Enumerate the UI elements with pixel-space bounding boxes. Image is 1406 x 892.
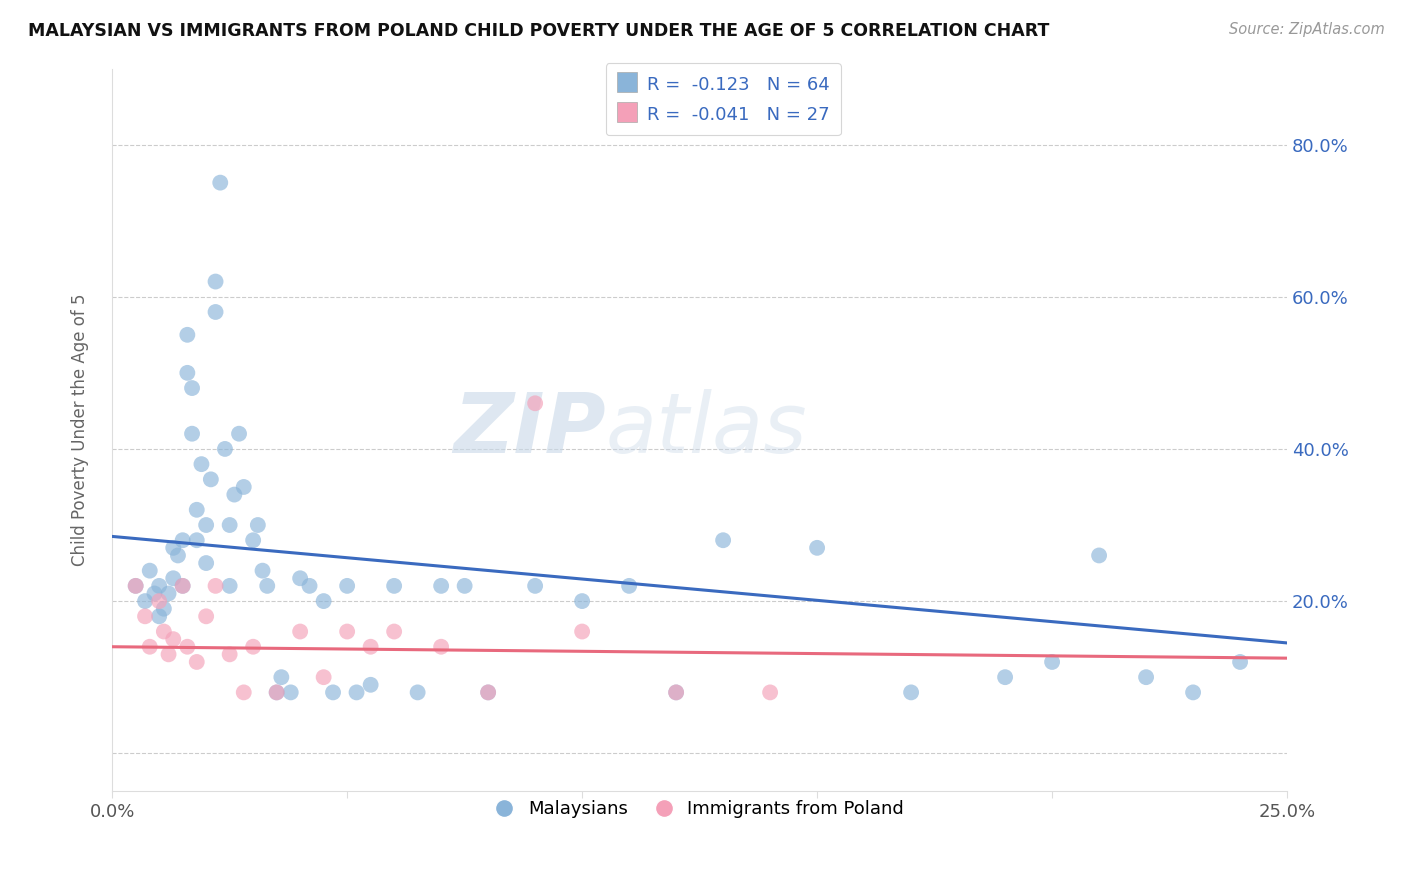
Point [167,549,190,563]
Point [322,685,344,699]
Point [242,640,264,654]
Point [176,640,198,654]
Point [181,381,204,395]
Point [162,632,184,647]
Point [246,518,269,533]
Point [162,571,184,585]
Point [453,579,475,593]
Point [1229,655,1251,669]
Point [181,426,204,441]
Point [214,442,236,456]
Point [665,685,688,699]
Point [153,624,176,639]
Text: MALAYSIAN VS IMMIGRANTS FROM POLAND CHILD POVERTY UNDER THE AGE OF 5 CORRELATION: MALAYSIAN VS IMMIGRANTS FROM POLAND CHIL… [28,22,1049,40]
Text: ZIP: ZIP [453,390,606,470]
Point [218,518,240,533]
Point [571,594,593,608]
Point [665,685,688,699]
Point [124,579,146,593]
Point [1088,549,1111,563]
Point [256,579,278,593]
Point [224,487,246,501]
Point [266,685,288,699]
Point [242,533,264,548]
Point [288,624,311,639]
Point [218,579,240,593]
Point [312,670,335,684]
Point [218,648,240,662]
Point [524,396,547,410]
Point [711,533,734,548]
Point [280,685,302,699]
Point [176,327,198,342]
Point [195,518,218,533]
Point [1182,685,1205,699]
Point [360,640,382,654]
Point [312,594,335,608]
Point [266,685,288,699]
Point [270,670,292,684]
Point [288,571,311,585]
Point [134,609,156,624]
Point [232,685,254,699]
Point [346,685,368,699]
Point [143,586,166,600]
Point [336,579,359,593]
Point [209,176,232,190]
Point [204,275,226,289]
Point [382,579,405,593]
Text: Source: ZipAtlas.com: Source: ZipAtlas.com [1229,22,1385,37]
Point [406,685,429,699]
Point [172,579,194,593]
Point [524,579,547,593]
Point [360,678,382,692]
Point [148,609,170,624]
Point [232,480,254,494]
Point [571,624,593,639]
Point [336,624,359,639]
Point [252,564,274,578]
Point [195,556,218,570]
Text: atlas: atlas [606,390,807,470]
Point [186,655,208,669]
Point [430,579,453,593]
Point [382,624,405,639]
Point [186,533,208,548]
Point [430,640,453,654]
Point [477,685,499,699]
Point [148,594,170,608]
Point [200,472,222,486]
Y-axis label: Child Poverty Under the Age of 5: Child Poverty Under the Age of 5 [72,293,89,566]
Point [195,609,218,624]
Point [190,457,212,471]
Point [176,366,198,380]
Legend: Malaysians, Immigrants from Poland: Malaysians, Immigrants from Poland [488,793,911,826]
Point [806,541,828,555]
Point [204,579,226,593]
Point [617,579,640,593]
Point [1135,670,1157,684]
Point [172,579,194,593]
Point [298,579,321,593]
Point [759,685,782,699]
Point [148,579,170,593]
Point [172,533,194,548]
Point [153,601,176,615]
Point [900,685,922,699]
Point [157,648,180,662]
Point [124,579,146,593]
Point [186,503,208,517]
Point [1040,655,1063,669]
Point [204,305,226,319]
Point [477,685,499,699]
Point [228,426,250,441]
Point [157,586,180,600]
Point [139,564,162,578]
Point [134,594,156,608]
Point [139,640,162,654]
Point [994,670,1017,684]
Point [162,541,184,555]
